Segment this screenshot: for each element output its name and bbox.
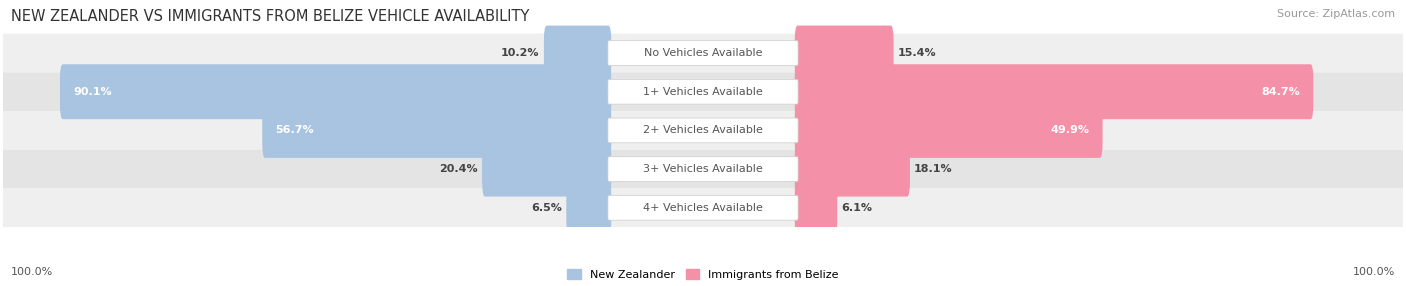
FancyBboxPatch shape xyxy=(607,157,799,182)
FancyBboxPatch shape xyxy=(607,79,799,104)
Text: 18.1%: 18.1% xyxy=(914,164,953,174)
FancyBboxPatch shape xyxy=(263,103,612,158)
Text: No Vehicles Available: No Vehicles Available xyxy=(644,48,762,58)
FancyBboxPatch shape xyxy=(544,26,612,81)
FancyBboxPatch shape xyxy=(607,195,799,220)
Text: 2+ Vehicles Available: 2+ Vehicles Available xyxy=(643,126,763,135)
Text: 100.0%: 100.0% xyxy=(11,267,53,277)
Text: 100.0%: 100.0% xyxy=(1353,267,1395,277)
FancyBboxPatch shape xyxy=(794,180,838,235)
FancyBboxPatch shape xyxy=(3,150,1403,188)
Text: 10.2%: 10.2% xyxy=(501,48,540,58)
Legend: New Zealander, Immigrants from Belize: New Zealander, Immigrants from Belize xyxy=(562,265,844,284)
FancyBboxPatch shape xyxy=(3,111,1403,150)
FancyBboxPatch shape xyxy=(3,188,1403,227)
Text: 90.1%: 90.1% xyxy=(73,87,112,97)
Text: 56.7%: 56.7% xyxy=(276,126,314,135)
FancyBboxPatch shape xyxy=(567,180,612,235)
FancyBboxPatch shape xyxy=(3,72,1403,111)
Text: 84.7%: 84.7% xyxy=(1261,87,1301,97)
FancyBboxPatch shape xyxy=(794,103,1102,158)
Text: 49.9%: 49.9% xyxy=(1050,126,1090,135)
FancyBboxPatch shape xyxy=(60,64,612,119)
FancyBboxPatch shape xyxy=(607,41,799,65)
FancyBboxPatch shape xyxy=(794,64,1313,119)
Text: 4+ Vehicles Available: 4+ Vehicles Available xyxy=(643,203,763,213)
FancyBboxPatch shape xyxy=(794,26,894,81)
FancyBboxPatch shape xyxy=(607,118,799,143)
FancyBboxPatch shape xyxy=(794,142,910,196)
Text: 1+ Vehicles Available: 1+ Vehicles Available xyxy=(643,87,763,97)
Text: 6.1%: 6.1% xyxy=(841,203,873,213)
FancyBboxPatch shape xyxy=(3,34,1403,72)
Text: 6.5%: 6.5% xyxy=(531,203,562,213)
Text: 3+ Vehicles Available: 3+ Vehicles Available xyxy=(643,164,763,174)
Text: 15.4%: 15.4% xyxy=(898,48,936,58)
Text: 20.4%: 20.4% xyxy=(439,164,478,174)
Text: NEW ZEALANDER VS IMMIGRANTS FROM BELIZE VEHICLE AVAILABILITY: NEW ZEALANDER VS IMMIGRANTS FROM BELIZE … xyxy=(11,9,530,23)
FancyBboxPatch shape xyxy=(482,142,612,196)
Text: Source: ZipAtlas.com: Source: ZipAtlas.com xyxy=(1277,9,1395,19)
